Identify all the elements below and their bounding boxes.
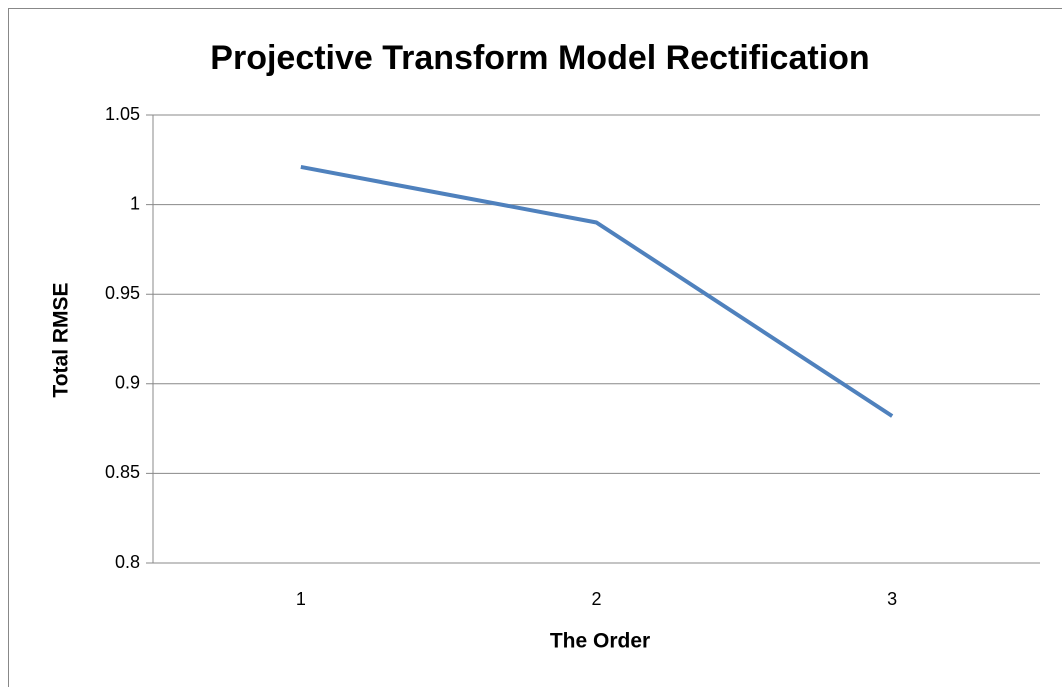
- line-series: [300, 165, 894, 418]
- y-tick-label: 0.8: [115, 552, 140, 572]
- y-tick-label: 1.05: [105, 104, 140, 124]
- y-tick-label: 0.95: [105, 283, 140, 303]
- x-tick-label: 2: [591, 589, 601, 609]
- y-tick-label: 0.85: [105, 462, 140, 482]
- x-axis-label: The Order: [550, 630, 650, 653]
- y-tick-label: 1: [130, 193, 140, 213]
- y-tick-label: 0.9: [115, 373, 140, 393]
- x-tick-label: 3: [887, 589, 897, 609]
- chart-title: Projective Transform Model Rectification: [210, 39, 869, 77]
- x-tick-label: 1: [296, 589, 306, 609]
- chart-frame: [8, 8, 1062, 687]
- y-axis-label: Total RMSE: [50, 282, 73, 397]
